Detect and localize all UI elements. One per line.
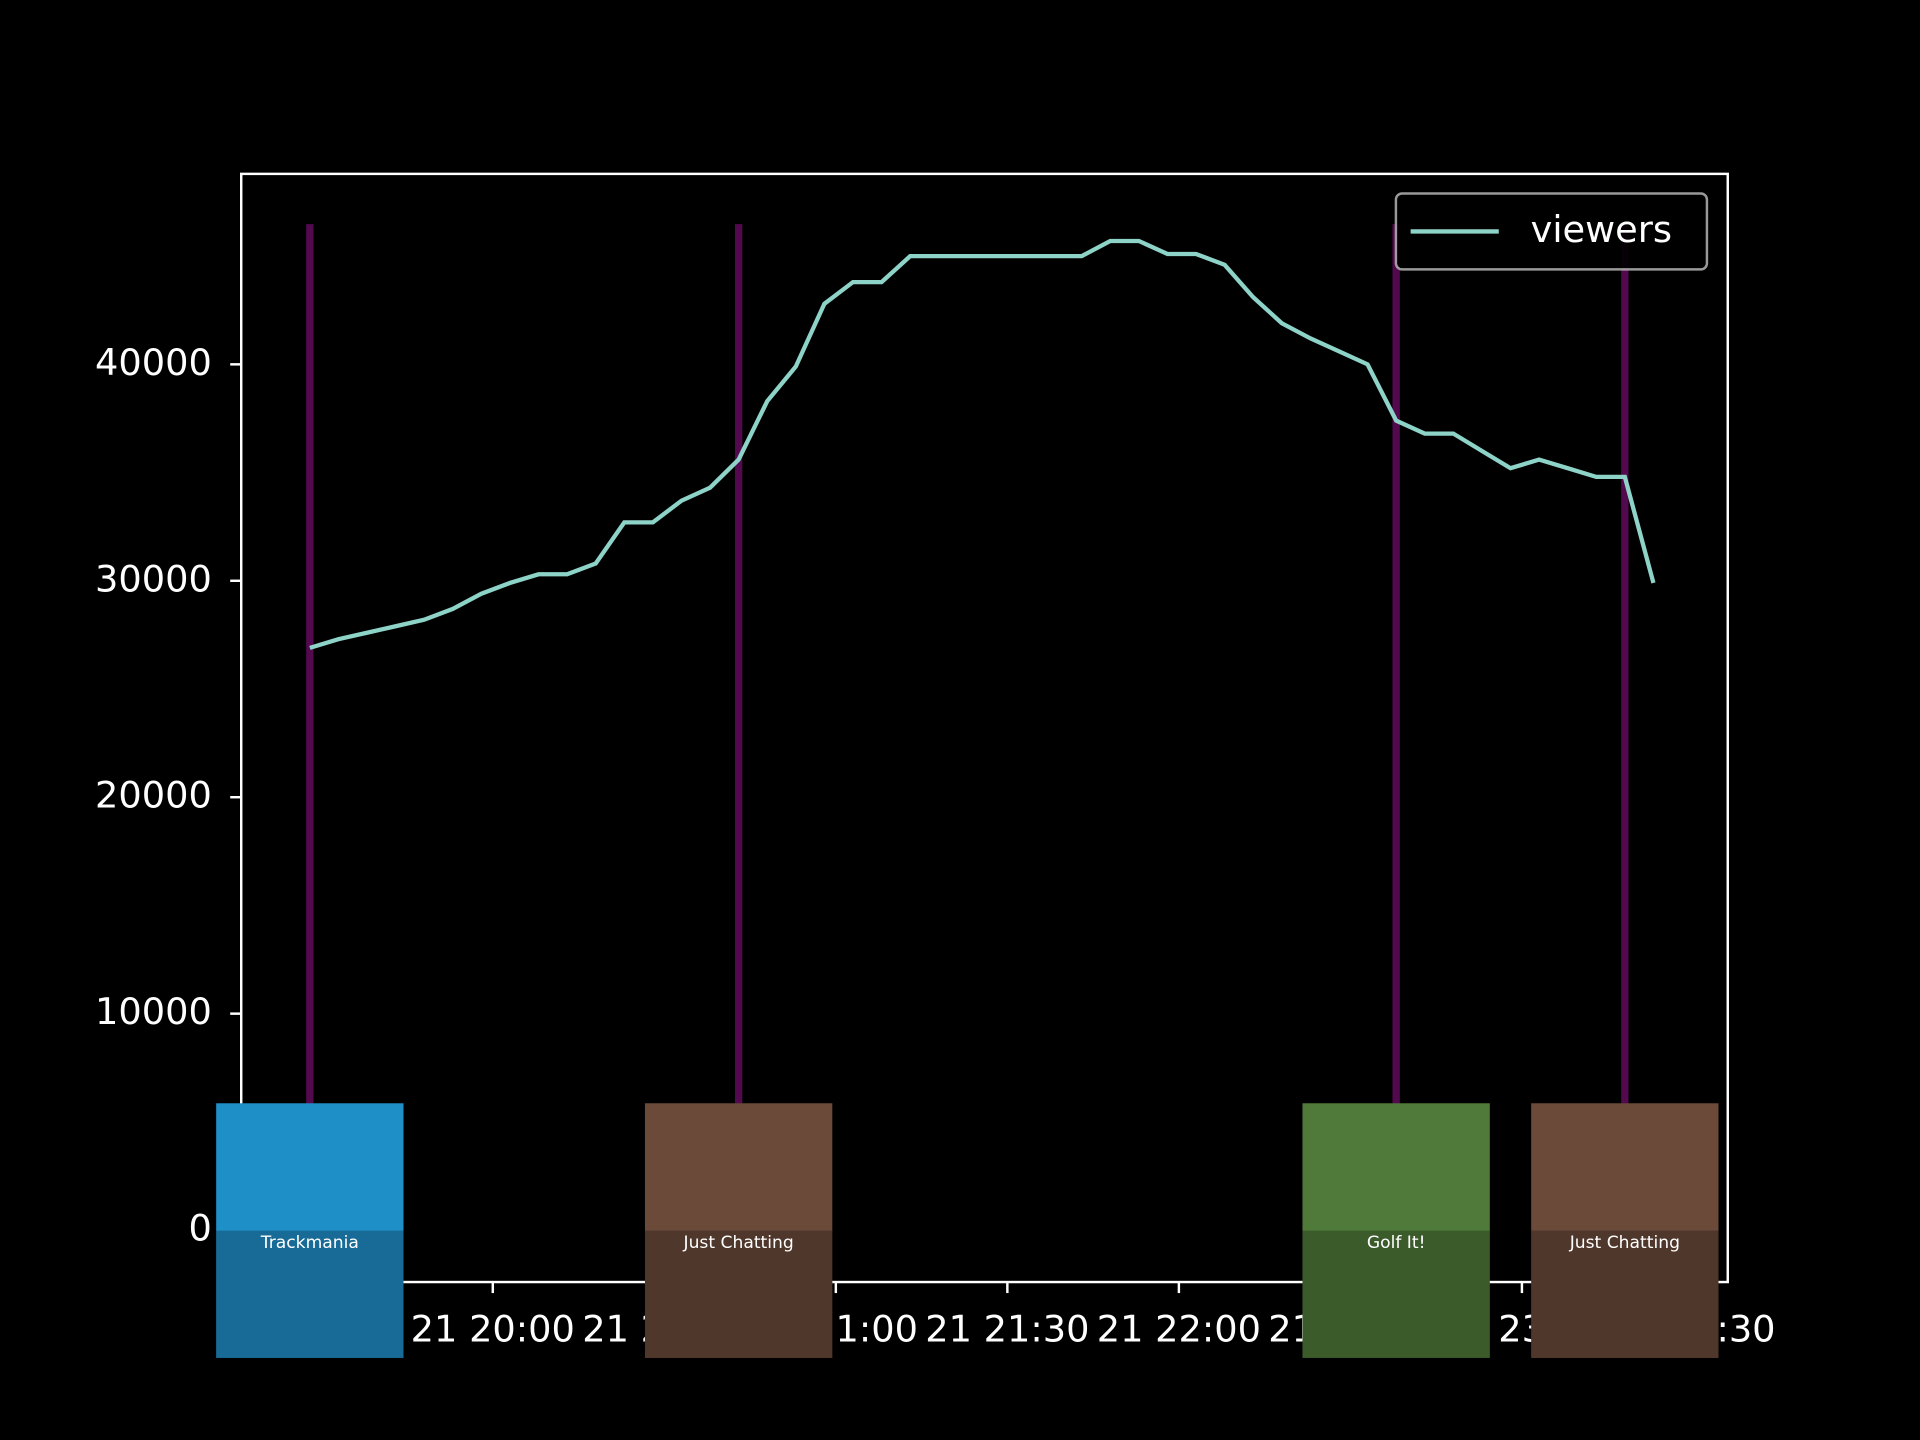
y-tick-label: 20000: [95, 774, 212, 817]
x-tick-label: 21 20:00: [411, 1308, 575, 1351]
y-tick-label: 40000: [95, 341, 212, 384]
game-thumbnail-shade: [216, 1230, 404, 1358]
legend-label: viewers: [1531, 208, 1672, 251]
game-thumbnail: [1302, 1103, 1490, 1358]
game-label: Golf It!: [1367, 1233, 1426, 1253]
viewers-line: [309, 238, 1656, 650]
game-thumbnail: [644, 1103, 833, 1358]
y-tick-label: 30000: [95, 557, 212, 600]
game-label: Just Chatting: [1569, 1233, 1680, 1253]
game-thumbnail-shade: [644, 1230, 833, 1358]
game-label: Just Chatting: [683, 1233, 794, 1253]
game-thumbnail-shade: [1302, 1230, 1490, 1358]
game-thumbnail: [1531, 1103, 1719, 1358]
legend-box: [1394, 192, 1709, 271]
x-tick-label: 21 22:00: [1097, 1308, 1261, 1351]
game-thumbnail: [216, 1103, 404, 1358]
y-tick-label: 10000: [95, 990, 212, 1033]
x-tick-label: 21 21:30: [925, 1308, 1089, 1351]
axes-frame: [240, 172, 1729, 1284]
game-label: Trackmania: [260, 1233, 359, 1253]
y-tick-label: 0: [188, 1207, 211, 1250]
game-thumbnail-shade: [1531, 1230, 1719, 1358]
